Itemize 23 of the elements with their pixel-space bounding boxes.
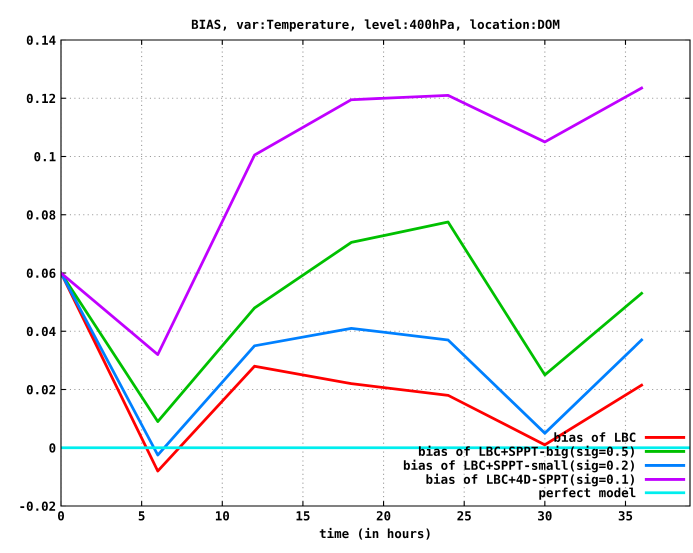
x-tick-label: 35 bbox=[618, 511, 632, 521]
y-tick-label: 0 bbox=[49, 443, 56, 453]
x-tick-label: 10 bbox=[216, 511, 230, 521]
y-tick-label: -0.02 bbox=[20, 501, 56, 511]
legend-label: bias of LBC+SPPT-small(sig=0.2) bbox=[404, 460, 634, 472]
legend-label: perfect model bbox=[539, 488, 636, 500]
x-tick-label: 30 bbox=[538, 511, 552, 521]
x-tick-label: 20 bbox=[376, 511, 390, 521]
x-tick-label: 0 bbox=[58, 511, 64, 521]
y-tick-label: 0.02 bbox=[26, 384, 56, 394]
chart-title: BIAS, var:Temperature, level:400hPa, location:DOM bbox=[192, 18, 560, 32]
x-axis-title: time (in hours) bbox=[320, 528, 430, 540]
y-tick-label: 0.1 bbox=[34, 152, 56, 162]
y-tick-label: 0.14 bbox=[26, 35, 56, 45]
x-tick-label: 25 bbox=[457, 511, 471, 521]
x-tick-label: 5 bbox=[138, 511, 145, 521]
x-tick-label: 15 bbox=[296, 511, 310, 521]
y-tick-label: 0.08 bbox=[26, 210, 56, 220]
line-series bbox=[61, 86, 644, 356]
legend-label: bias of LBC+4D-SPPT(sig=0.1) bbox=[426, 474, 634, 486]
y-tick-label: 0.04 bbox=[26, 326, 56, 336]
y-tick-label: 0.06 bbox=[26, 268, 56, 278]
y-tick-label: 0.12 bbox=[26, 94, 56, 104]
